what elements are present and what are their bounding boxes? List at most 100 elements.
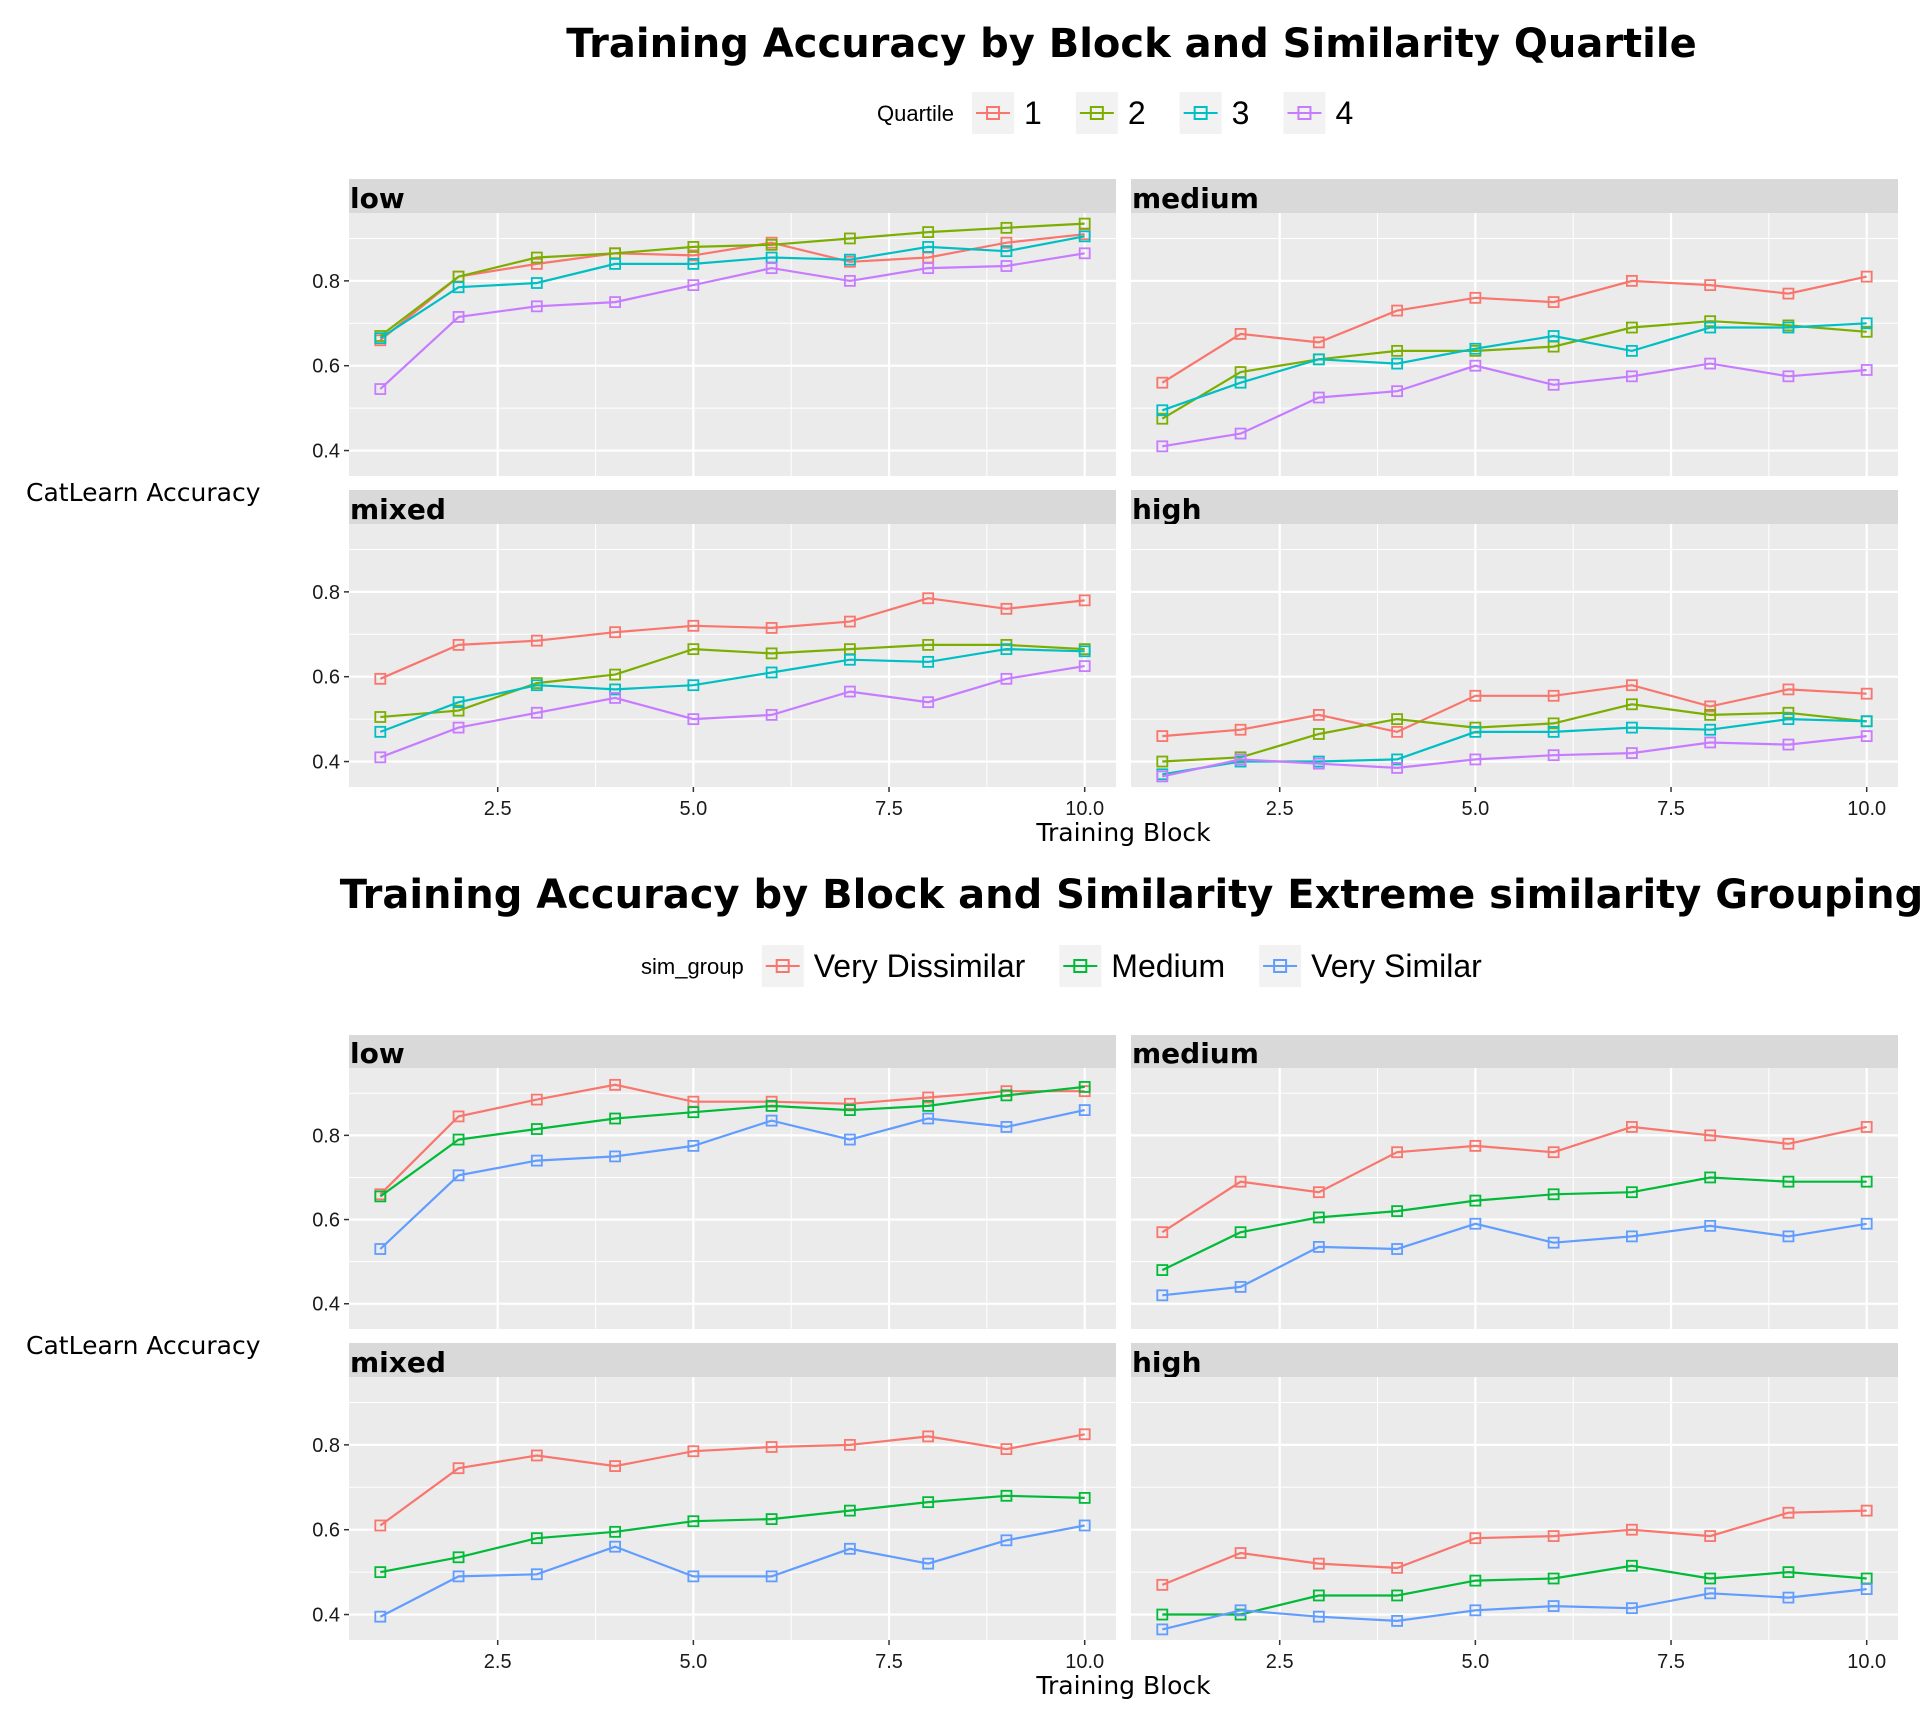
data-point <box>1625 1186 1638 1199</box>
data-point <box>1469 1604 1482 1617</box>
series-line <box>1162 1564 1867 1616</box>
x-tick-label: 5.0 <box>679 798 707 820</box>
data-point <box>374 1243 387 1255</box>
data-point <box>843 1504 856 1517</box>
data-point <box>1704 1129 1717 1142</box>
legend-key <box>761 945 804 987</box>
data-point <box>1312 1610 1325 1623</box>
data-point <box>452 704 465 717</box>
data-point <box>1312 708 1325 721</box>
series-line <box>379 1524 1085 1618</box>
data-point <box>1625 274 1638 287</box>
strip-bg <box>1131 1035 1898 1068</box>
data-point <box>1860 1583 1873 1595</box>
y-tick-label: 0.6 <box>312 1520 340 1542</box>
data-point <box>1156 376 1169 389</box>
data-point <box>609 1112 622 1125</box>
data-point <box>452 1133 465 1146</box>
data-point <box>1312 353 1325 366</box>
data-point <box>1860 1217 1873 1230</box>
data-point <box>765 262 778 275</box>
series <box>374 643 1091 738</box>
panel-bg <box>349 1068 1116 1329</box>
data-point <box>374 725 387 738</box>
data-point <box>1704 1530 1717 1542</box>
data-point <box>1625 1121 1638 1133</box>
data-point <box>1860 270 1873 283</box>
x-tick-label: 2.5 <box>1266 798 1294 820</box>
data-point <box>922 1091 935 1104</box>
data-point <box>1391 1561 1404 1574</box>
data-point <box>922 1557 935 1570</box>
data-point <box>687 1570 700 1583</box>
data-point <box>1469 753 1482 766</box>
data-point <box>1078 1491 1091 1504</box>
series-line <box>1161 1509 1867 1586</box>
data-point <box>1704 723 1717 736</box>
series <box>374 1081 1091 1203</box>
data-point <box>1391 1589 1404 1602</box>
data-point <box>452 1110 465 1123</box>
y-tick-label: 0.6 <box>312 1210 340 1232</box>
data-point <box>1704 1219 1717 1232</box>
data-point <box>922 226 935 238</box>
data-point <box>687 713 700 726</box>
data-point <box>1234 1175 1247 1188</box>
data-point <box>1860 1504 1873 1517</box>
data-point <box>1625 747 1638 759</box>
data-point <box>1391 357 1404 370</box>
data-point <box>1078 1428 1091 1441</box>
data-point <box>1078 217 1091 230</box>
x-tick-label: 10.0 <box>1847 798 1886 820</box>
data-point <box>1391 753 1404 766</box>
series <box>374 1489 1091 1579</box>
series <box>1156 679 1873 742</box>
data-point <box>1704 321 1717 334</box>
series-line <box>379 1109 1085 1250</box>
data-point <box>1547 717 1560 730</box>
data-point <box>1078 1104 1091 1116</box>
series-line <box>379 665 1085 759</box>
series <box>374 1104 1091 1255</box>
x-tick-label: 7.5 <box>1657 798 1685 820</box>
data-point <box>374 1610 387 1623</box>
data-point <box>1547 1572 1560 1585</box>
data-point <box>922 638 935 651</box>
data-point <box>1078 1519 1091 1532</box>
data-point <box>1312 391 1325 404</box>
data-point <box>843 274 856 287</box>
data-point <box>530 1093 543 1106</box>
data-point <box>843 232 856 245</box>
data-point <box>843 1133 856 1146</box>
series-line <box>1162 684 1867 738</box>
y-tick-label: 0.8 <box>312 1125 340 1147</box>
data-point <box>1625 1523 1638 1536</box>
data-point <box>1625 344 1638 357</box>
x-tick-label: 10.0 <box>1065 798 1104 820</box>
strip-label: mixed <box>350 1346 446 1379</box>
strip-label: medium <box>1132 1037 1259 1070</box>
data-point <box>530 706 543 719</box>
data-point <box>1234 1547 1247 1559</box>
data-point <box>1312 1186 1325 1199</box>
legend-title: sim_group <box>641 954 744 979</box>
series <box>374 1519 1091 1623</box>
data-point <box>609 668 622 681</box>
data-point <box>452 721 465 734</box>
data-point <box>374 332 387 345</box>
data-point <box>1000 1121 1013 1133</box>
data-point <box>609 683 622 696</box>
data-point <box>765 708 778 721</box>
legend-key-marker <box>1193 106 1208 120</box>
series <box>1156 1217 1873 1302</box>
data-point <box>1782 370 1795 383</box>
data-point <box>1156 1289 1169 1302</box>
data-point <box>374 711 387 723</box>
data-point <box>1860 715 1873 728</box>
data-point <box>1156 755 1169 768</box>
series-line <box>379 1083 1085 1196</box>
strip-bg <box>349 179 1116 213</box>
panel-medium: medium <box>1131 179 1898 476</box>
data-point <box>1234 723 1247 736</box>
data-point <box>1860 730 1873 742</box>
